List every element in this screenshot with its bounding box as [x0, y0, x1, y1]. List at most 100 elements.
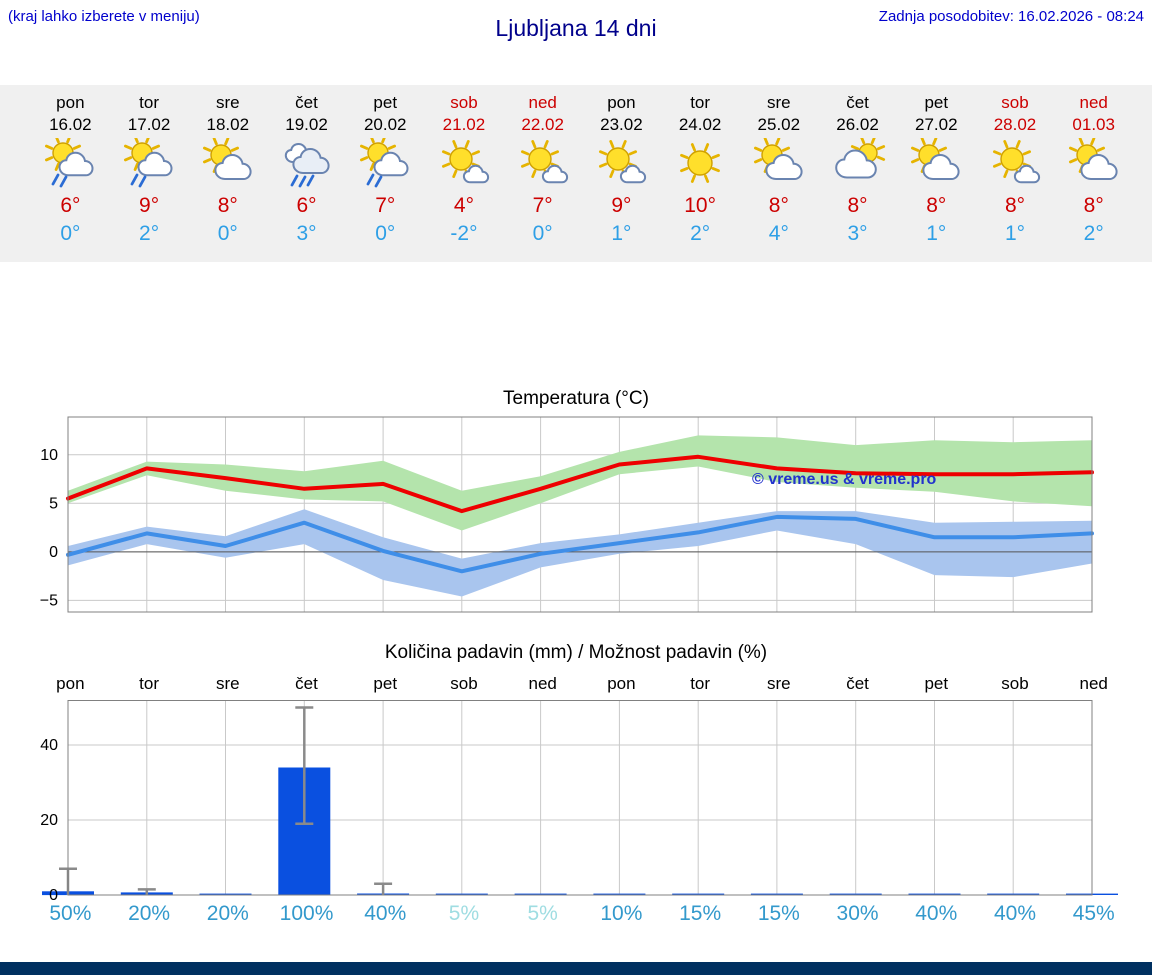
day-date: 27.02 — [914, 115, 958, 134]
mostly-sunny-icon — [589, 138, 653, 190]
high-temp: 8° — [926, 194, 947, 217]
forecast-day: tor 17.02 9° 2° — [110, 85, 189, 262]
low-temp: 4° — [768, 222, 789, 245]
precipitation-chart: Količina padavin (mm) / Možnost padavin … — [0, 642, 1152, 942]
sun-showers-icon — [353, 134, 417, 190]
footer-bar — [0, 962, 1152, 975]
menu-hint: (kraj lahko izberete v meniju) — [8, 8, 200, 25]
forecast-day: pet 20.02 7° 0° — [346, 85, 425, 262]
day-name: pon — [56, 93, 85, 112]
low-temp: 1° — [926, 222, 947, 245]
day-date: 22.02 — [521, 115, 564, 134]
high-temp: 8° — [1004, 194, 1026, 217]
day-date: 25.02 — [757, 115, 801, 134]
precipitation-chart-title: Količina padavin (mm) / Možnost padavin … — [384, 642, 768, 663]
day-name: čet — [295, 93, 318, 112]
svg-text:0: 0 — [49, 544, 58, 561]
rain-icon — [275, 138, 339, 190]
precip-bar — [829, 893, 882, 895]
day-name: sob — [450, 93, 478, 112]
high-temp: 8° — [768, 194, 789, 217]
precip-day-label: sre — [215, 674, 240, 693]
svg-text:0: 0 — [49, 887, 58, 900]
day-name: tor — [139, 93, 159, 112]
precip-probability: 40% — [915, 902, 958, 925]
precip-probability: 5% — [527, 902, 558, 925]
day-date: 19.02 — [285, 115, 328, 134]
partly-cloudy-icon — [1062, 137, 1126, 190]
high-temp: 10° — [684, 194, 716, 217]
high-temp: 7° — [375, 194, 396, 217]
low-temp: 1° — [611, 222, 632, 245]
day-date: 20.02 — [363, 115, 407, 134]
day-date: 23.02 — [600, 115, 643, 134]
precip-day-label: sob — [1001, 674, 1029, 693]
precip-probability: 40% — [993, 902, 1036, 925]
low-temp: 2° — [139, 222, 160, 245]
precip-probability: 15% — [757, 902, 800, 925]
day-name: pet — [373, 93, 398, 112]
precip-probabilities: 50% 20% 20% 100% 40% 5% 5% 10% 15% 15% 30% 40% 40% 45… — [31, 902, 1133, 926]
forecast-day: pon 16.02 6° 0° — [31, 85, 110, 262]
low-temp: 3° — [296, 222, 317, 245]
precip-probability: 5% — [448, 902, 480, 925]
svg-text:40: 40 — [40, 737, 58, 754]
high-temp: 8° — [217, 194, 238, 217]
forecast-day: sre 25.02 8° 4° — [739, 85, 818, 262]
svg-text:20: 20 — [40, 812, 58, 829]
high-temp: 8° — [1083, 194, 1104, 217]
partly-cloudy-icon — [747, 137, 811, 190]
high-temp: 9° — [139, 194, 160, 217]
day-date: 24.02 — [678, 115, 722, 134]
precip-day-label: sre — [767, 674, 791, 693]
day-name: sob — [1001, 93, 1029, 112]
forecast-day: čet 26.02 8° 3° — [818, 85, 897, 262]
forecast-strip: pon 16.02 6° 0° tor 17.02 9° 2° sre 18.02 8° 0° čet 1… — [0, 85, 1152, 262]
precip-day-label: pon — [56, 674, 85, 693]
day-name: pet — [924, 93, 949, 112]
forecast-day: pet 27.02 8° 1° — [897, 85, 976, 262]
precip-probability: 40% — [364, 902, 407, 925]
precip-probability: 20% — [128, 902, 171, 925]
svg-text:10: 10 — [40, 447, 58, 464]
min temperatura-line — [66, 514, 1094, 574]
partly-cloudy-icon — [904, 137, 968, 190]
precip-day-label: čet — [846, 674, 869, 693]
forecast-day: čet 19.02 6° 3° — [267, 85, 346, 262]
sun-showers-icon — [117, 134, 181, 190]
mostly-sunny-icon — [983, 138, 1047, 190]
precip-probability: 50% — [49, 902, 92, 925]
precip-bar — [593, 893, 646, 895]
high-temp: 6° — [60, 194, 81, 217]
precip-day-labels: pon tor sre čet pet sob ned pon tor sre čet pet sob n… — [31, 674, 1133, 694]
day-date: 18.02 — [206, 115, 250, 134]
max temperatura-line — [66, 454, 1094, 514]
day-date: 16.02 — [49, 115, 92, 134]
forecast-day: ned 01.03 8° 2° — [1054, 85, 1133, 262]
high-temp: 4° — [453, 194, 474, 217]
precip-day-label: tor — [690, 674, 711, 693]
forecast-day: tor 24.02 10° 2° — [661, 85, 740, 262]
low-temp: 2° — [1083, 222, 1104, 245]
precip-day-label: čet — [295, 674, 318, 693]
day-name: ned — [1079, 93, 1108, 112]
high-temp: 6° — [296, 194, 317, 217]
precip-bar — [435, 893, 488, 895]
page-title: Ljubljana 14 dni — [495, 15, 657, 41]
svg-text:−5: −5 — [40, 592, 58, 609]
low-temp: -2° — [450, 222, 478, 245]
precip-probability: 30% — [836, 902, 879, 925]
min-range-band — [68, 509, 1092, 597]
day-name: čet — [846, 93, 869, 112]
precip-day-label: pet — [924, 674, 949, 693]
forecast-day: sre 18.02 8° 0° — [188, 85, 267, 262]
precip-probability: 45% — [1072, 902, 1115, 925]
precip-probability: 100% — [279, 902, 334, 925]
precip-bar — [672, 893, 725, 895]
low-temp: 0° — [217, 222, 238, 245]
mostly-sunny-icon — [511, 138, 575, 190]
watermark-link[interactable]: © vreme.us & vreme.pro — [752, 471, 937, 488]
day-name: sre — [767, 93, 791, 112]
forecast-day: pon 23.02 9° 1° — [582, 85, 661, 262]
last-updated: Zadnja posodobitev: 16.02.2026 - 08:24 — [878, 8, 1144, 25]
